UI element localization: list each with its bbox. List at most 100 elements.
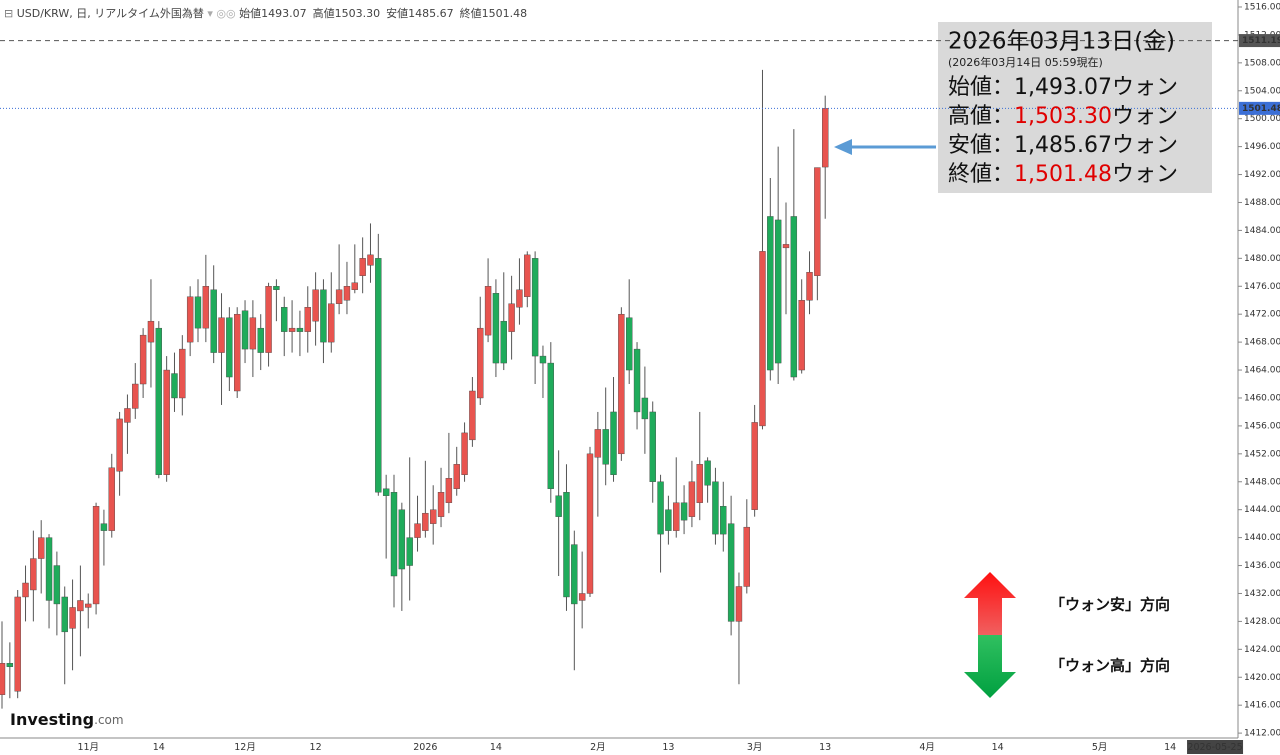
candle-body xyxy=(594,429,602,458)
candle-body xyxy=(814,167,821,276)
candle-body xyxy=(774,219,782,364)
candle-body xyxy=(790,216,798,378)
logo-name: Investing xyxy=(10,710,94,729)
candle-body xyxy=(688,481,696,517)
row-value: 1,493.07 xyxy=(1014,75,1112,100)
collapse-icon[interactable]: ⊟ xyxy=(4,7,17,20)
candle-body xyxy=(69,607,76,629)
candle-body xyxy=(500,320,507,364)
candle-body xyxy=(116,418,123,472)
x-tick-label: 13 xyxy=(819,742,831,753)
candle-body xyxy=(437,492,445,517)
candle-body xyxy=(806,272,813,301)
y-tick-label: 1500.00 xyxy=(1244,114,1280,124)
candle-body xyxy=(563,492,570,598)
y-tick-label: 1496.00 xyxy=(1244,142,1280,152)
annotation-asof: (2026年03月14日 05:59現在) xyxy=(948,55,1103,69)
header-title: USD/KRW, 日, リアルタイム外国為替 xyxy=(17,6,204,20)
price-tag-label: 1511.19 xyxy=(1242,36,1280,46)
y-tick-label: 1432.00 xyxy=(1244,589,1280,599)
candle-body xyxy=(139,334,147,385)
candle-body xyxy=(414,523,421,538)
candle-body xyxy=(524,254,531,297)
candle-body xyxy=(281,307,288,332)
x-tick-label: 3月 xyxy=(747,742,763,753)
candle-body xyxy=(735,586,743,622)
candle-body xyxy=(531,258,539,357)
x-tick-label: 2026 xyxy=(413,742,437,753)
pointer-arrow-head xyxy=(834,139,852,155)
candle-body xyxy=(194,296,202,329)
header-value: 1485.67 xyxy=(408,7,454,20)
dropdown[interactable]: ▾ ◎◎ xyxy=(204,7,239,20)
y-tick-label: 1452.00 xyxy=(1244,449,1280,459)
candle-body xyxy=(304,307,311,332)
annotation-row: 高値：1,503.30ウォン xyxy=(948,104,1178,129)
candle-body xyxy=(351,282,358,290)
candle-body xyxy=(657,481,664,535)
candle-body xyxy=(210,289,217,353)
candle-body xyxy=(406,537,413,566)
header-value: 1493.07 xyxy=(261,7,307,20)
candle-body xyxy=(665,509,672,531)
candle-body xyxy=(727,523,735,622)
candle-body xyxy=(430,509,437,524)
y-tick-label: 1508.00 xyxy=(1244,58,1280,68)
x-tick-label: 13 xyxy=(662,742,674,753)
candle-body xyxy=(218,317,225,353)
x-tick-label: 14 xyxy=(153,742,165,753)
candle-body xyxy=(586,453,594,594)
candle-body xyxy=(626,317,633,371)
candle-body xyxy=(680,502,688,521)
candle-body xyxy=(155,327,163,475)
price-tag-label: 1501.48 xyxy=(1242,104,1280,114)
candle-body xyxy=(179,348,186,399)
x-tick-label: 4月 xyxy=(919,742,935,753)
y-tick-label: 1436.00 xyxy=(1244,561,1280,571)
candle-body xyxy=(288,327,296,332)
y-tick-label: 1412.00 xyxy=(1244,729,1280,739)
y-tick-label: 1424.00 xyxy=(1244,645,1280,655)
candle-body xyxy=(6,663,14,667)
candle-body xyxy=(484,286,492,336)
y-tick-label: 1468.00 xyxy=(1244,338,1280,348)
candle-body xyxy=(445,478,453,503)
candle-body xyxy=(124,408,131,423)
candle-body xyxy=(453,464,460,489)
logo: Investing.com xyxy=(10,710,124,729)
row-value: 1,501.48 xyxy=(1014,162,1112,187)
x-tick-label: 5月 xyxy=(1092,742,1108,753)
annotation-date: 2026年03月13日(金) xyxy=(948,29,1175,55)
candle-body xyxy=(257,327,264,353)
row-unit: ウォン xyxy=(1112,133,1178,158)
annotation-row: 安値：1,485.67ウォン xyxy=(948,133,1178,158)
candle-body xyxy=(782,244,790,249)
price-tag xyxy=(1239,101,1280,115)
candle-body xyxy=(108,467,115,531)
y-tick-label: 1460.00 xyxy=(1244,393,1280,403)
candle-body xyxy=(147,320,155,343)
row-value: 1,485.67 xyxy=(1014,133,1112,158)
candle-body xyxy=(469,390,476,441)
candle-body xyxy=(571,544,578,605)
candle-body xyxy=(704,460,711,486)
x-tick-label: 12月 xyxy=(234,742,256,753)
candle-body xyxy=(30,558,37,591)
direction-label: 「ウォン高」方向 xyxy=(1050,657,1170,675)
candle-body xyxy=(273,286,280,290)
y-tick-label: 1492.00 xyxy=(1244,170,1280,180)
header-value: 1501.48 xyxy=(482,7,528,20)
y-tick-label: 1444.00 xyxy=(1244,505,1280,515)
candle-body xyxy=(186,296,194,343)
logo-suffix: .com xyxy=(94,713,123,727)
y-tick-label: 1480.00 xyxy=(1244,254,1280,264)
candle-body xyxy=(610,411,617,475)
candle-body xyxy=(100,523,108,531)
plot xyxy=(0,69,829,709)
candle-body xyxy=(359,258,366,276)
direction-label: 「ウォン安」方向 xyxy=(1050,596,1170,614)
x-tick-label: 2月 xyxy=(590,742,606,753)
candle-body xyxy=(673,502,680,531)
candle-body xyxy=(202,286,210,329)
candle-body xyxy=(422,512,429,531)
